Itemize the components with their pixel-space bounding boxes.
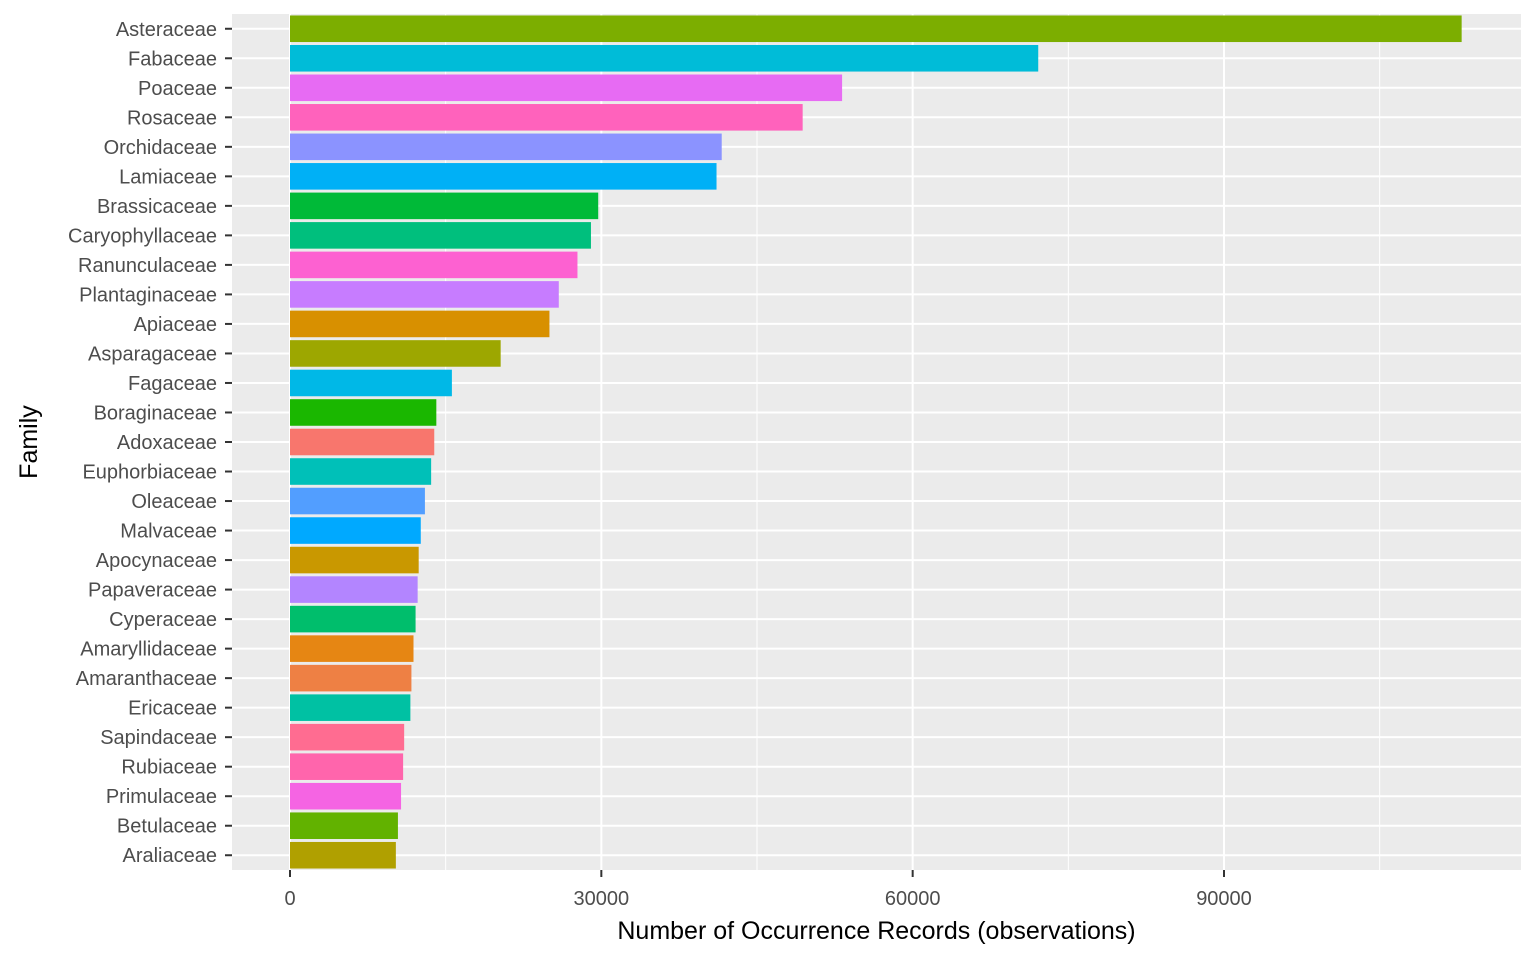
y-tick-label: Amaryllidaceae <box>80 639 217 661</box>
y-tick-label: Rubiaceae <box>121 757 217 779</box>
y-tick-label: Ericaceae <box>128 698 217 720</box>
bar-adoxaceae <box>290 428 435 456</box>
bar-lamiaceae <box>290 163 717 190</box>
y-tick-label: Apocynaceae <box>96 550 217 572</box>
y-tick-label: Adoxaceae <box>117 432 217 454</box>
bar-oleaceae <box>290 487 425 515</box>
bar-asteraceae <box>290 15 1462 43</box>
y-tick-label: Boraginaceae <box>94 402 217 424</box>
y-tick-label: Rosaceae <box>127 107 217 129</box>
bar-rubiaceae <box>290 753 404 780</box>
bar-brassicaceae <box>290 192 599 220</box>
bar-euphorbiaceae <box>290 458 432 485</box>
bar-sapindaceae <box>290 723 405 751</box>
bar-orchidaceae <box>290 133 722 161</box>
y-tick-label: Fagaceae <box>128 373 217 395</box>
bar-apiaceae <box>290 310 550 338</box>
y-axis-title: Family <box>15 405 43 479</box>
bar-ericaceae <box>290 694 411 721</box>
y-tick-label: Oleaceae <box>131 491 217 513</box>
bar-boraginaceae <box>290 399 437 426</box>
bar-asparagaceae <box>290 340 501 367</box>
y-tick-label: Asparagaceae <box>88 343 217 365</box>
bar-cyperaceae <box>290 605 416 633</box>
bar-primulaceae <box>290 782 402 810</box>
y-tick-label: Sapindaceae <box>100 727 217 749</box>
y-tick-label: Euphorbiaceae <box>82 462 217 484</box>
y-tick-label: Ranunculaceae <box>78 255 217 277</box>
y-tick-label: Betulaceae <box>117 816 217 838</box>
y-tick-label: Orchidaceae <box>104 137 217 159</box>
bars <box>290 15 1462 869</box>
bar-poaceae <box>290 74 843 102</box>
bar-apocynaceae <box>290 546 419 574</box>
bar-fagaceae <box>290 369 452 397</box>
y-tick-label: Caryophyllaceae <box>68 225 217 247</box>
bar-betulaceae <box>290 812 398 840</box>
bar-plantaginaceae <box>290 281 559 308</box>
x-tick-label: 60000 <box>885 888 941 910</box>
x-tick-label: 30000 <box>574 888 630 910</box>
y-tick-label: Asteraceae <box>116 19 217 41</box>
bar-papaveraceae <box>290 576 418 603</box>
bar-rosaceae <box>290 104 803 131</box>
bar-amaryllidaceae <box>290 635 414 662</box>
y-tick-label: Fabaceae <box>128 48 217 70</box>
bar-caryophyllaceae <box>290 222 591 249</box>
y-tick-label: Plantaginaceae <box>79 284 217 306</box>
x-tick-label: 90000 <box>1196 888 1252 910</box>
y-axis: Asteraceae Fabaceae Poaceae Rosaceae Orchida… <box>68 19 232 867</box>
x-axis: 0 30000 60000 90000 <box>284 870 1252 910</box>
bar-araliaceae <box>290 841 396 869</box>
y-tick-label: Apiaceae <box>134 314 217 336</box>
bar-fabaceae <box>290 44 1039 72</box>
y-tick-label: Lamiaceae <box>119 166 217 188</box>
x-tick-label: 0 <box>284 888 295 910</box>
y-tick-label: Brassicaceae <box>97 196 217 218</box>
bar-malvaceae <box>290 517 421 544</box>
y-tick-label: Cyperaceae <box>109 609 217 631</box>
bar-amaranthaceae <box>290 664 412 692</box>
y-tick-label: Araliaceae <box>122 845 217 867</box>
x-axis-title: Number of Occurrence Records (observatio… <box>617 917 1135 945</box>
y-tick-label: Malvaceae <box>120 521 217 543</box>
bar-ranunculaceae <box>290 251 578 279</box>
y-tick-label: Amaranthaceae <box>76 668 217 690</box>
y-tick-label: Primulaceae <box>106 786 217 808</box>
y-tick-label: Poaceae <box>138 78 217 100</box>
y-tick-label: Papaveraceae <box>88 580 217 602</box>
